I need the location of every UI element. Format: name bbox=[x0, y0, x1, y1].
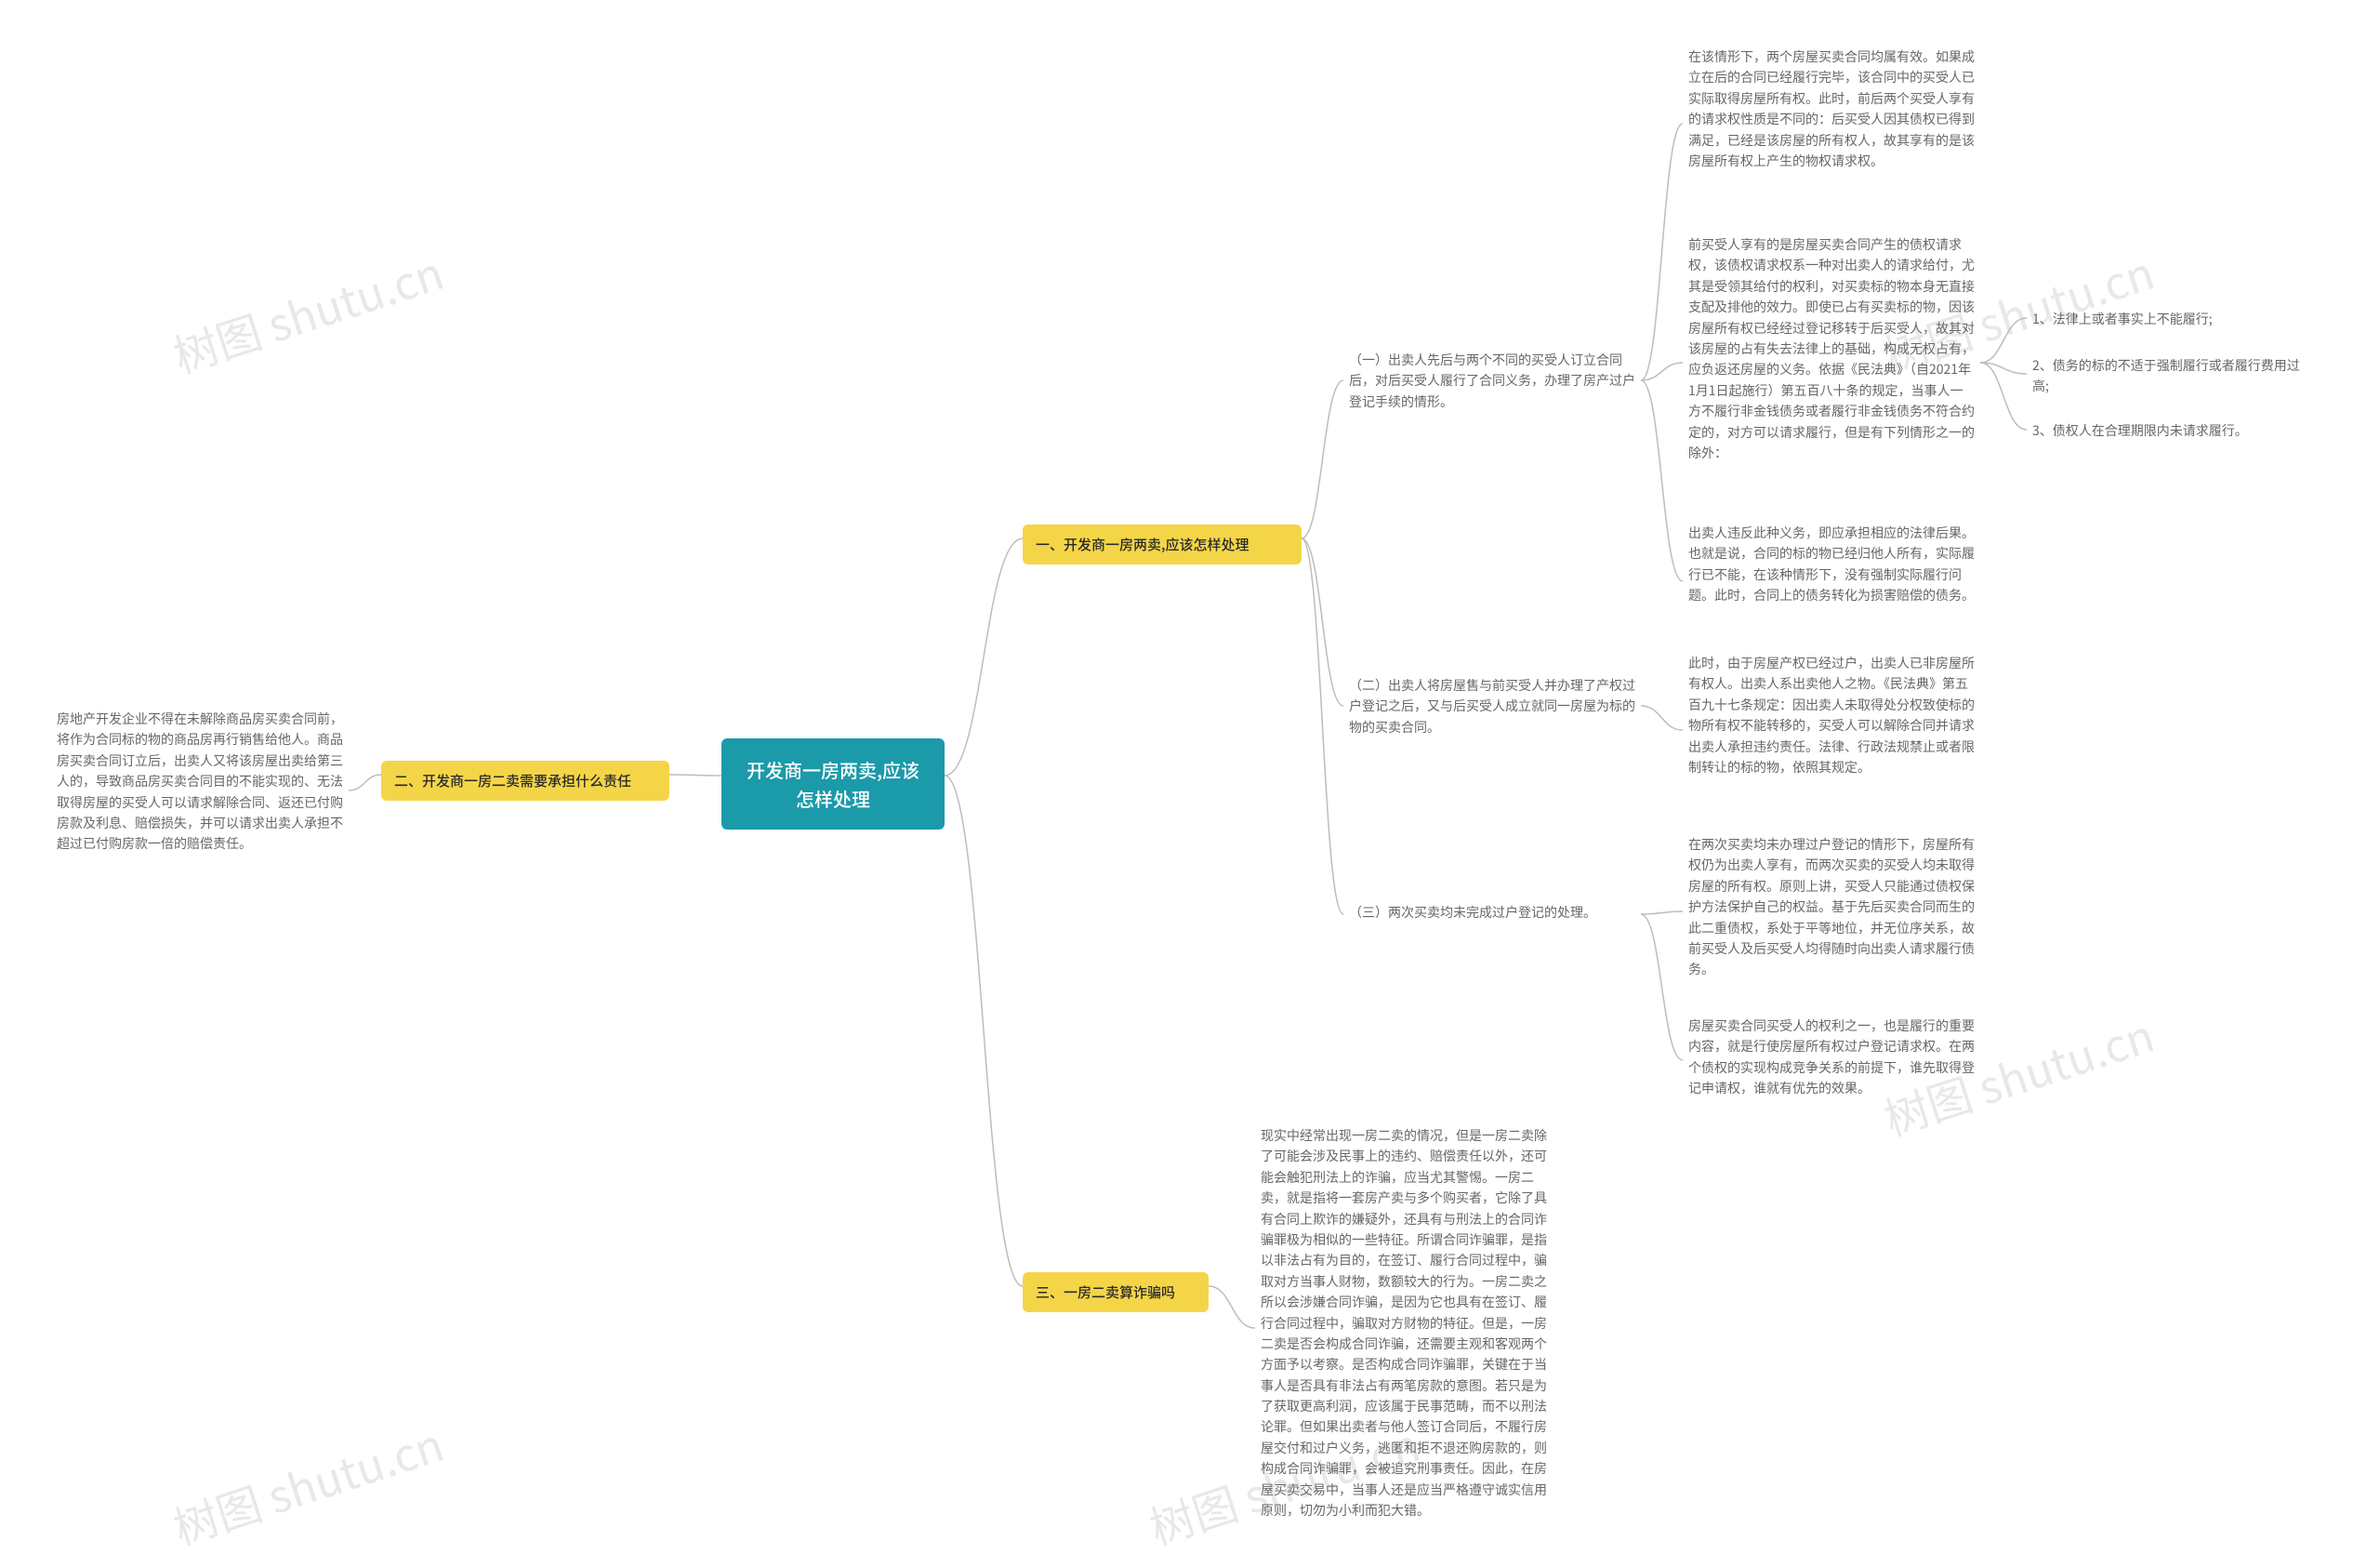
branch-2-detail: 房地产开发企业不得在未解除商品房买卖合同前，将作为合同标的物的商品房再行销售给他… bbox=[51, 707, 349, 857]
branch-1-case-2: （二）出卖人将房屋售与前买受人并办理了产权过户登记之后，又与后买受人成立就同一房… bbox=[1343, 673, 1641, 739]
watermark: 树图 shutu.cn bbox=[165, 1409, 451, 1554]
branch-3[interactable]: 三、一房二卖算诈骗吗 bbox=[1023, 1272, 1209, 1312]
root-node[interactable]: 开发商一房两卖,应该怎样处理 bbox=[721, 738, 945, 830]
watermark: 树图 shutu.cn bbox=[165, 237, 451, 386]
branch-1-3-b: 房屋买卖合同买受人的权利之一，也是履行的重要内容，就是行使房屋所有权过户登记请求… bbox=[1683, 1014, 1980, 1101]
branch-1-case-3: （三）两次买卖均未完成过户登记的处理。 bbox=[1343, 900, 1641, 924]
connector-layer bbox=[0, 0, 2380, 1554]
branch-2[interactable]: 二、开发商一房二卖需要承担什么责任 bbox=[381, 761, 669, 801]
branch-1-1-a: 在该情形下，两个房屋买卖合同均属有效。如果成立在后的合同已经履行完毕，该合同中的… bbox=[1683, 45, 1980, 173]
branch-3-detail: 现实中经常出现一房二卖的情况，但是一房二卖除了可能会涉及民事上的违约、赔偿责任以… bbox=[1255, 1123, 1562, 1522]
branch-1-1-c: 出卖人违反此种义务，即应承担相应的法律后果。也就是说，合同的标的物已经归他人所有… bbox=[1683, 521, 1980, 608]
branch-1-1-b-2: 2、债务的标的不适于强制履行或者履行费用过高; bbox=[2027, 353, 2315, 399]
branch-1-1-b: 前买受人享有的是房屋买卖合同产生的债权请求权，该债权请求权系一种对出卖人的请求给… bbox=[1683, 232, 1980, 465]
branch-1-3-a: 在两次买卖均未办理过户登记的情形下，房屋所有权仍为出卖人享有，而两次买卖的买受人… bbox=[1683, 832, 1980, 982]
branch-1-2-a: 此时，由于房屋产权已经过户，出卖人已非房屋所有权人。出卖人系出卖他人之物。《民法… bbox=[1683, 651, 1980, 779]
branch-1-case-1: （一）出卖人先后与两个不同的买受人订立合同后，对后买受人履行了合同义务，办理了房… bbox=[1343, 348, 1641, 414]
branch-1-1-b-1: 1、法律上或者事实上不能履行; bbox=[2027, 307, 2268, 331]
branch-1[interactable]: 一、开发商一房两卖,应该怎样处理 bbox=[1023, 525, 1302, 564]
branch-1-1-b-3: 3、债权人在合理期限内未请求履行。 bbox=[2027, 418, 2287, 443]
